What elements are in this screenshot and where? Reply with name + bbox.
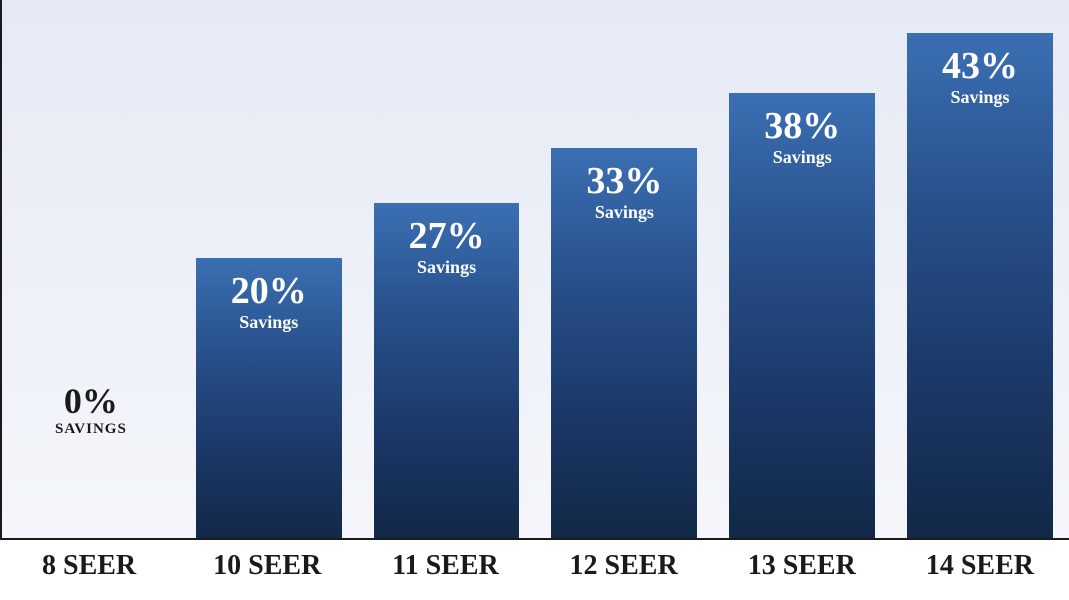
zero-savings-label: 0% SAVINGS [2, 383, 180, 438]
bar-percent: 27% [409, 217, 485, 255]
bar-slot: 38% Savings [713, 0, 891, 538]
x-tick: 14 SEER [891, 540, 1069, 600]
bar-savings-word: Savings [239, 312, 298, 333]
bar-savings-word: Savings [773, 147, 832, 168]
bar-slot: 33% Savings [535, 0, 713, 538]
bar-slot: 43% Savings [891, 0, 1069, 538]
chart-plot-area: 0% SAVINGS 20% Savings 27% Savings 33% S… [0, 0, 1069, 540]
x-tick: 10 SEER [178, 540, 356, 600]
bar: 33% Savings [551, 148, 697, 538]
bar-percent: 20% [231, 272, 307, 310]
bar-percent: 0% [2, 383, 180, 419]
bars-container: 0% SAVINGS 20% Savings 27% Savings 33% S… [2, 0, 1069, 538]
bar-savings-word: Savings [595, 202, 654, 223]
x-tick: 8 SEER [0, 540, 178, 600]
x-tick: 13 SEER [713, 540, 891, 600]
x-axis: 8 SEER 10 SEER 11 SEER 12 SEER 13 SEER 1… [0, 540, 1069, 600]
bar-percent: 38% [764, 107, 840, 145]
bar: 43% Savings [907, 33, 1053, 538]
bar-savings-word: Savings [951, 87, 1010, 108]
bar-savings-word: SAVINGS [2, 421, 180, 438]
bar: 20% Savings [196, 258, 342, 538]
bar-slot: 27% Savings [358, 0, 536, 538]
bar-percent: 33% [586, 162, 662, 200]
x-tick: 11 SEER [356, 540, 534, 600]
bar-savings-word: Savings [417, 257, 476, 278]
bar-slot: 0% SAVINGS [2, 0, 180, 538]
bar-slot: 20% Savings [180, 0, 358, 538]
bar: 38% Savings [729, 93, 875, 538]
bar: 27% Savings [374, 203, 520, 538]
bar-percent: 43% [942, 47, 1018, 85]
x-tick: 12 SEER [535, 540, 713, 600]
